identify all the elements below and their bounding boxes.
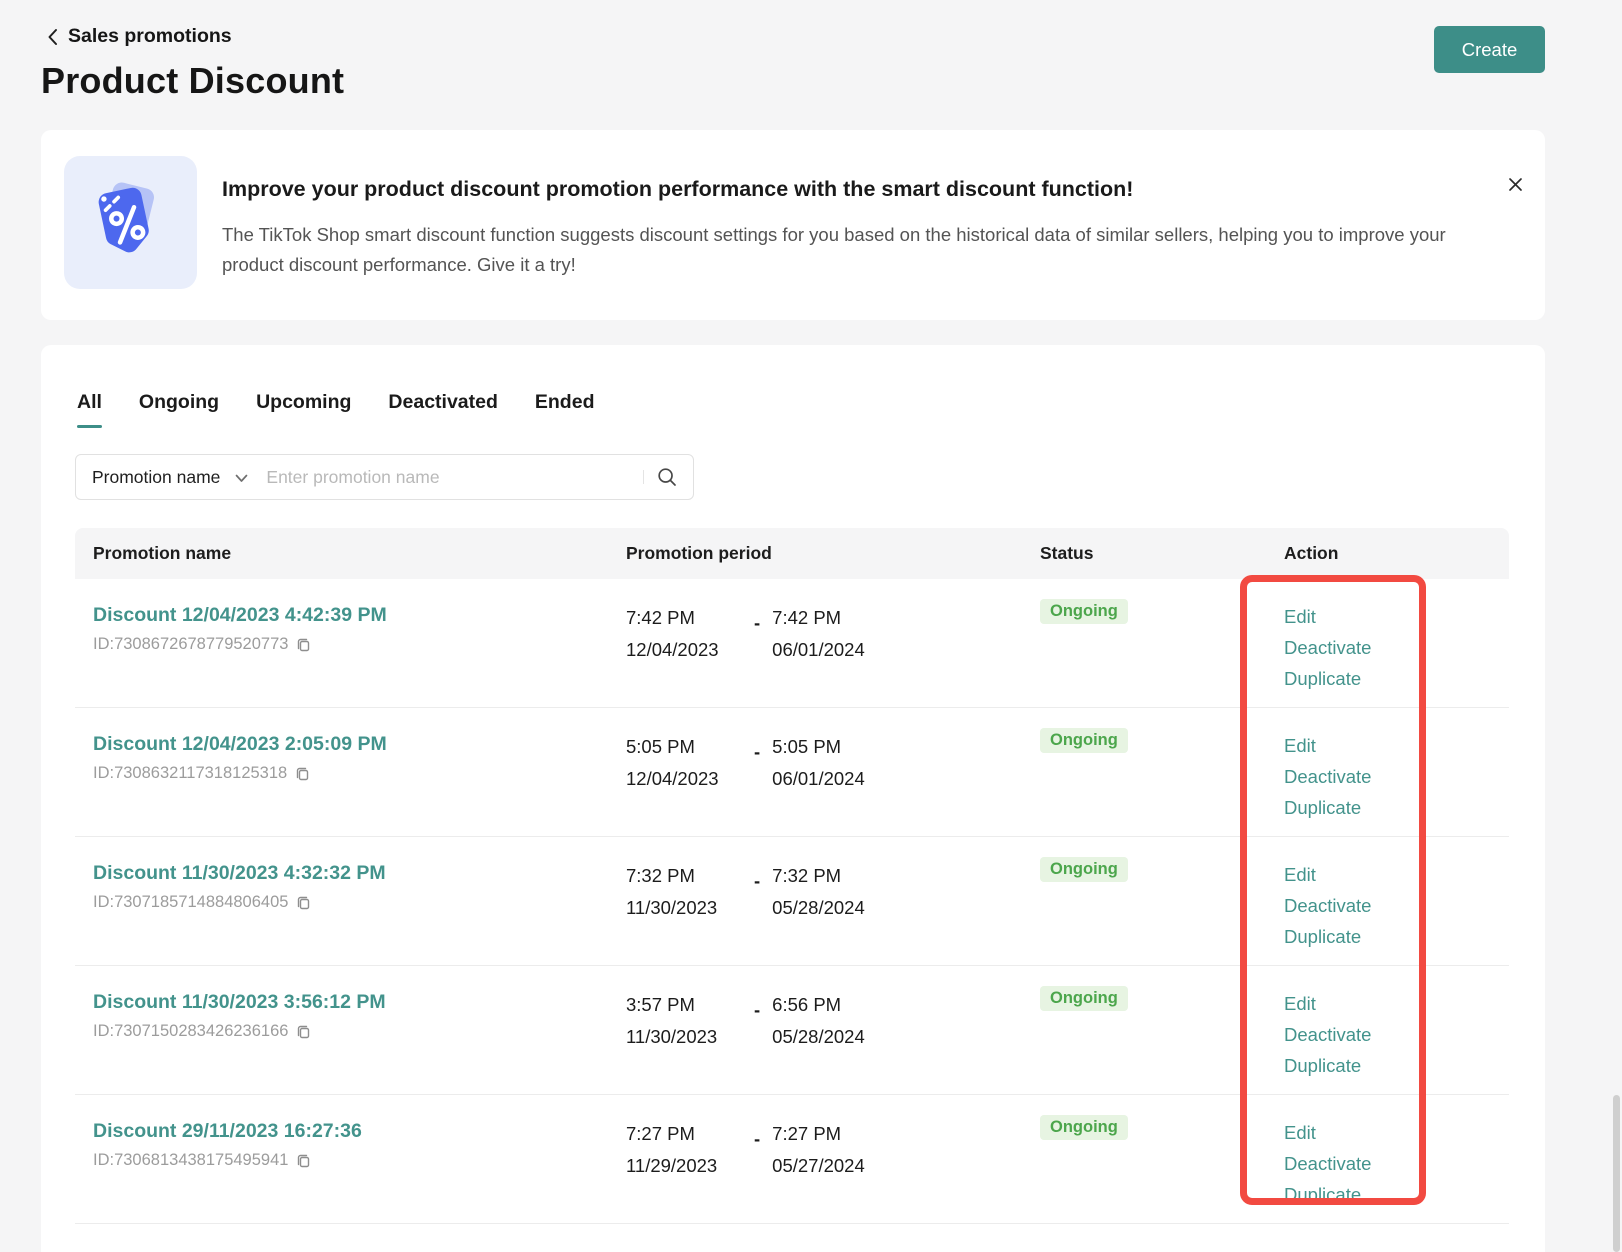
breadcrumb-label: Sales promotions xyxy=(68,25,232,47)
promotion-period: 5:05 PM 12/04/2023 - 5:05 PM 06/01/2024 xyxy=(608,708,1022,836)
promotion-name-link[interactable]: Discount 12/04/2023 2:05:09 PM xyxy=(93,733,387,755)
smart-discount-banner: Improve your product discount promotion … xyxy=(41,130,1545,320)
deactivate-action[interactable]: Deactivate xyxy=(1284,637,1372,658)
promotions-panel: All Ongoing Upcoming Deactivated Ended P… xyxy=(41,345,1545,1252)
banner-description: The TikTok Shop smart discount function … xyxy=(222,224,1446,275)
promotion-id-text: ID:7306813438175495941 xyxy=(93,1151,289,1169)
col-promotion-name: Promotion name xyxy=(93,543,232,563)
copy-icon[interactable] xyxy=(295,1023,312,1040)
breadcrumb[interactable]: Sales promotions xyxy=(47,25,232,48)
col-promotion-period: Promotion period xyxy=(626,543,772,563)
deactivate-action[interactable]: Deactivate xyxy=(1284,766,1372,787)
edit-action[interactable]: Edit xyxy=(1284,1122,1316,1143)
deactivate-action[interactable]: Deactivate xyxy=(1284,1153,1372,1174)
promotion-name-link[interactable]: Discount 11/30/2023 3:56:12 PM xyxy=(93,991,386,1013)
status-badge: Ongoing xyxy=(1040,857,1128,882)
tab-upcoming[interactable]: Upcoming xyxy=(256,391,352,413)
row-actions: Edit Deactivate Duplicate xyxy=(1266,837,1509,965)
row-actions: Edit Deactivate Duplicate xyxy=(1266,708,1509,836)
tab-ended[interactable]: Ended xyxy=(534,391,595,413)
chevron-down-icon xyxy=(235,467,248,488)
tab-deactivated[interactable]: Deactivated xyxy=(388,391,498,413)
table-row: Discount 12/04/2023 2:05:09 PM ID:730863… xyxy=(75,708,1509,837)
edit-action[interactable]: Edit xyxy=(1284,993,1316,1014)
promotion-id: ID:7307150283426236166 xyxy=(93,1022,608,1041)
promotion-period: 7:32 PM 11/30/2023 - 7:32 PM 05/28/2024 xyxy=(608,837,1022,965)
tab-ongoing[interactable]: Ongoing xyxy=(138,391,220,413)
filter-type-select[interactable]: Promotion name xyxy=(92,467,248,488)
period-separator: - xyxy=(754,870,761,891)
duplicate-action[interactable]: Duplicate xyxy=(1284,926,1362,947)
promotion-id: ID:7308672678779520773 xyxy=(93,635,608,654)
promotion-name-link[interactable]: Discount 12/04/2023 4:42:39 PM xyxy=(93,604,387,626)
duplicate-action[interactable]: Duplicate xyxy=(1284,1055,1362,1076)
promotion-name-link[interactable]: Discount 29/11/2023 16:27:36 xyxy=(93,1120,362,1142)
promotion-id-text: ID:7307150283426236166 xyxy=(93,1022,289,1040)
page-title: Product Discount xyxy=(41,60,345,101)
col-status: Status xyxy=(1040,543,1094,563)
divider xyxy=(643,470,644,484)
copy-icon[interactable] xyxy=(295,636,312,653)
back-chevron-icon xyxy=(47,28,58,46)
row-actions: Edit Deactivate Duplicate xyxy=(1266,579,1509,707)
search-input[interactable] xyxy=(266,466,643,488)
period-separator: - xyxy=(754,1128,761,1149)
row-actions: Edit Deactivate Duplicate xyxy=(1266,966,1509,1094)
edit-action[interactable]: Edit xyxy=(1284,735,1316,756)
table-header: Promotion name Promotion period Status A… xyxy=(75,528,1509,579)
promotion-period: 3:57 PM 11/30/2023 - 6:56 PM 05/28/2024 xyxy=(608,966,1022,1094)
deactivate-action[interactable]: Deactivate xyxy=(1284,895,1372,916)
copy-icon[interactable] xyxy=(295,894,312,911)
promotion-id: ID:7308632117318125318 xyxy=(93,764,608,783)
scrollbar[interactable] xyxy=(1613,1095,1620,1252)
status-badge: Ongoing xyxy=(1040,599,1128,624)
status-badge: Ongoing xyxy=(1040,728,1128,753)
promotion-name-link[interactable]: Discount 11/30/2023 4:32:32 PM xyxy=(93,862,386,884)
table-row: Discount 11/30/2023 3:56:12 PM ID:730715… xyxy=(75,966,1509,1095)
copy-icon[interactable] xyxy=(294,765,311,782)
promotion-period: 7:27 PM 11/29/2023 - 7:27 PM 05/27/2024 xyxy=(608,1095,1022,1223)
deactivate-action[interactable]: Deactivate xyxy=(1284,1024,1372,1045)
promotions-table: Promotion name Promotion period Status A… xyxy=(75,528,1509,1224)
row-actions: Edit Deactivate Duplicate xyxy=(1266,1095,1509,1223)
banner-title: Improve your product discount promotion … xyxy=(222,177,1134,201)
promotion-id-text: ID:7308632117318125318 xyxy=(93,764,288,782)
promotion-id: ID:7307185714884806405 xyxy=(93,893,608,912)
promotion-id-text: ID:7308672678779520773 xyxy=(93,635,289,653)
duplicate-action[interactable]: Duplicate xyxy=(1284,668,1362,689)
create-button[interactable]: Create xyxy=(1434,26,1545,73)
search-filter-bar: Promotion name xyxy=(75,454,694,500)
copy-icon[interactable] xyxy=(295,1152,312,1169)
tab-all[interactable]: All xyxy=(77,391,102,428)
edit-action[interactable]: Edit xyxy=(1284,864,1316,885)
status-badge: Ongoing xyxy=(1040,986,1128,1011)
edit-action[interactable]: Edit xyxy=(1284,606,1316,627)
table-row: Discount 12/04/2023 4:42:39 PM ID:730867… xyxy=(75,579,1509,708)
table-row: Discount 11/30/2023 4:32:32 PM ID:730718… xyxy=(75,837,1509,966)
status-badge: Ongoing xyxy=(1040,1115,1128,1140)
close-icon[interactable] xyxy=(1499,168,1531,200)
filter-type-label: Promotion name xyxy=(92,466,221,487)
promotion-period: 7:42 PM 12/04/2023 - 7:42 PM 06/01/2024 xyxy=(608,579,1022,707)
duplicate-action[interactable]: Duplicate xyxy=(1284,1184,1362,1205)
status-tabs: All Ongoing Upcoming Deactivated Ended xyxy=(77,391,595,428)
table-row: Discount 29/11/2023 16:27:36 ID:73068134… xyxy=(75,1095,1509,1224)
discount-tags-icon xyxy=(64,156,197,289)
period-separator: - xyxy=(754,612,761,633)
promotion-id-text: ID:7307185714884806405 xyxy=(93,893,289,911)
col-action: Action xyxy=(1284,543,1339,563)
promotion-id: ID:7306813438175495941 xyxy=(93,1151,608,1170)
period-separator: - xyxy=(754,999,761,1020)
search-icon[interactable] xyxy=(657,467,677,487)
duplicate-action[interactable]: Duplicate xyxy=(1284,797,1362,818)
period-separator: - xyxy=(754,741,761,762)
